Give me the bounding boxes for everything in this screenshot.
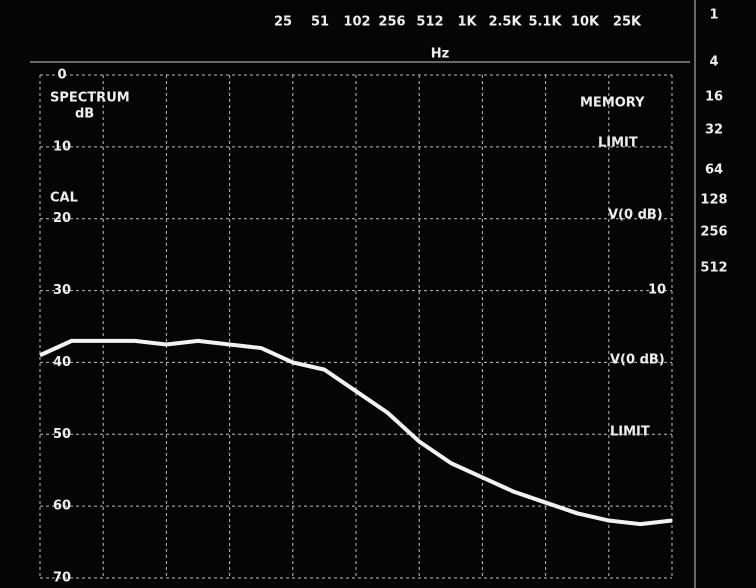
y-tick-label: 30 — [53, 283, 71, 298]
right-column-label: 32 — [705, 123, 723, 138]
y-tick-label: 50 — [53, 427, 71, 442]
right-label: V(0 dB) — [610, 353, 665, 368]
background — [0, 0, 756, 588]
right-label: V(0 dB) — [608, 208, 663, 223]
header-label: 256 — [378, 15, 405, 30]
scope-screen: 0 10 20 30 40 50 60 70 25 51 102 256 512 1K 2.5K 5.1K 10… — [0, 0, 756, 588]
y-tick-label: 0 — [57, 68, 66, 83]
header-label: 51 — [311, 15, 329, 30]
right-column-label: 1 — [709, 8, 718, 23]
y-tick-label: 70 — [53, 571, 71, 586]
y-tick-label: 20 — [53, 211, 71, 226]
right-label: LIMIT — [610, 425, 650, 440]
header-label: 5.1K — [528, 15, 562, 30]
header-label: 2.5K — [488, 15, 522, 30]
y-tick-label: 40 — [53, 355, 71, 370]
right-column-label: 512 — [700, 261, 727, 276]
header-label: 25K — [613, 15, 642, 30]
header-label: 512 — [416, 15, 443, 30]
right-column-label: 256 — [700, 225, 727, 240]
header-label: 25 — [274, 15, 292, 30]
header-label: 10K — [571, 15, 600, 30]
right-column-label: 128 — [700, 193, 727, 208]
left-label: dB — [75, 107, 94, 122]
right-column-label: 4 — [709, 55, 718, 70]
y-tick-label: 60 — [53, 499, 71, 514]
right-label: 10 — [648, 283, 666, 298]
header-label: 1K — [457, 15, 477, 30]
y-tick-label: 10 — [53, 139, 71, 154]
left-label: SPECTRUM — [50, 91, 130, 106]
header-label: 102 — [343, 15, 370, 30]
right-column-label: 64 — [705, 163, 723, 178]
right-label: LIMIT — [598, 136, 638, 151]
right-column-label: 16 — [705, 90, 723, 105]
header-unit: Hz — [431, 47, 449, 62]
right-label: MEMORY — [580, 96, 645, 111]
left-label: CAL — [50, 191, 78, 206]
